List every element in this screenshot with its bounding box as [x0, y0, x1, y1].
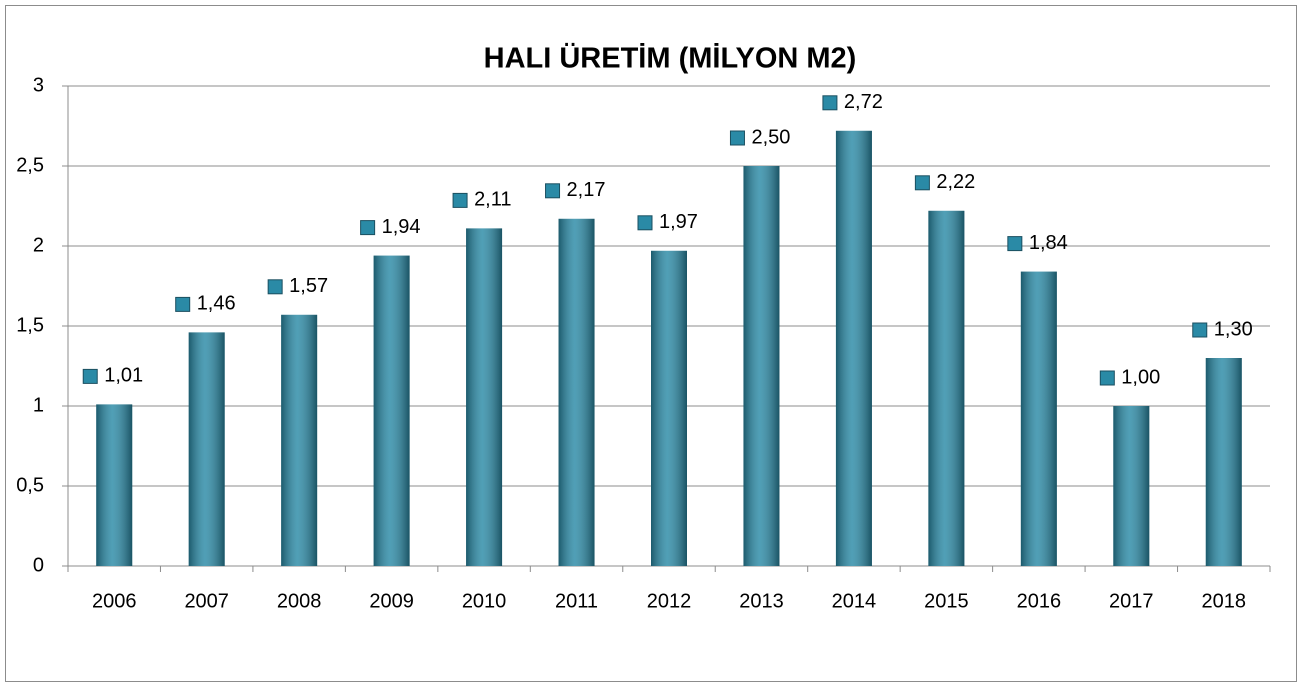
data-label: 1,30 — [1214, 318, 1253, 340]
data-label: 1,84 — [1029, 232, 1068, 254]
x-tick-label: 2018 — [1202, 590, 1247, 612]
bar-shade — [835, 130, 872, 567]
data-label: 1,01 — [104, 365, 143, 387]
chart-title: HALI ÜRETİM (MİLYON M2) — [484, 42, 857, 75]
bar-shade — [651, 250, 687, 567]
label-marker — [1192, 322, 1208, 338]
x-tick-label: 2009 — [369, 590, 414, 612]
x-tick-label: 2011 — [555, 590, 598, 612]
bar-shade — [188, 332, 225, 566]
label-marker — [267, 279, 283, 295]
x-tick-label: 2016 — [1017, 590, 1062, 612]
y-tick-label: 3 — [33, 74, 44, 96]
bar-shade — [928, 210, 965, 567]
bar-shade — [281, 314, 318, 566]
label-marker — [452, 192, 468, 208]
x-tick-label: 2008 — [277, 590, 322, 612]
y-tick-label: 1,5 — [16, 314, 44, 336]
label-marker — [637, 215, 653, 231]
bar-shade — [558, 218, 595, 567]
label-marker — [360, 220, 376, 236]
data-label: 2,50 — [751, 126, 790, 148]
x-tick-label: 2014 — [832, 590, 877, 612]
y-tick-label: 2 — [33, 234, 44, 256]
x-tick-label: 2013 — [739, 590, 784, 612]
x-tick-label: 2007 — [184, 590, 229, 612]
x-tick-label: 2012 — [647, 590, 692, 612]
bar-shade — [96, 404, 133, 566]
data-label: 1,94 — [382, 216, 421, 238]
label-marker — [82, 368, 98, 384]
x-tick-label: 2006 — [92, 590, 137, 612]
x-tick-label: 2017 — [1109, 590, 1154, 612]
label-marker — [545, 183, 561, 199]
label-marker — [822, 95, 838, 111]
label-marker — [175, 296, 191, 312]
data-label: 2,11 — [474, 189, 511, 211]
data-label: 1,97 — [659, 211, 698, 233]
bar-shade — [373, 255, 410, 566]
bar-shade — [466, 228, 503, 566]
y-tick-label: 1 — [33, 394, 44, 416]
data-label: 1,46 — [197, 293, 236, 315]
x-tick-label: 2015 — [924, 590, 969, 612]
x-tick-label: 2010 — [462, 590, 507, 612]
data-label: 2,72 — [844, 91, 883, 113]
label-marker — [914, 175, 930, 191]
label-marker — [1099, 370, 1115, 386]
data-label: 1,00 — [1121, 366, 1160, 388]
y-tick-label: 2,5 — [16, 154, 44, 176]
bar-shade — [1113, 406, 1150, 566]
data-label: 2,22 — [936, 171, 975, 193]
label-marker — [1007, 236, 1023, 252]
bar-shade — [1205, 358, 1242, 566]
y-tick-label: 0,5 — [16, 474, 44, 496]
label-marker — [729, 130, 745, 146]
data-label: 2,17 — [567, 179, 606, 201]
y-tick-label: 0 — [33, 554, 44, 576]
bar-shade — [743, 166, 780, 566]
data-label: 1,57 — [289, 275, 328, 297]
bar-shade — [1020, 271, 1057, 566]
